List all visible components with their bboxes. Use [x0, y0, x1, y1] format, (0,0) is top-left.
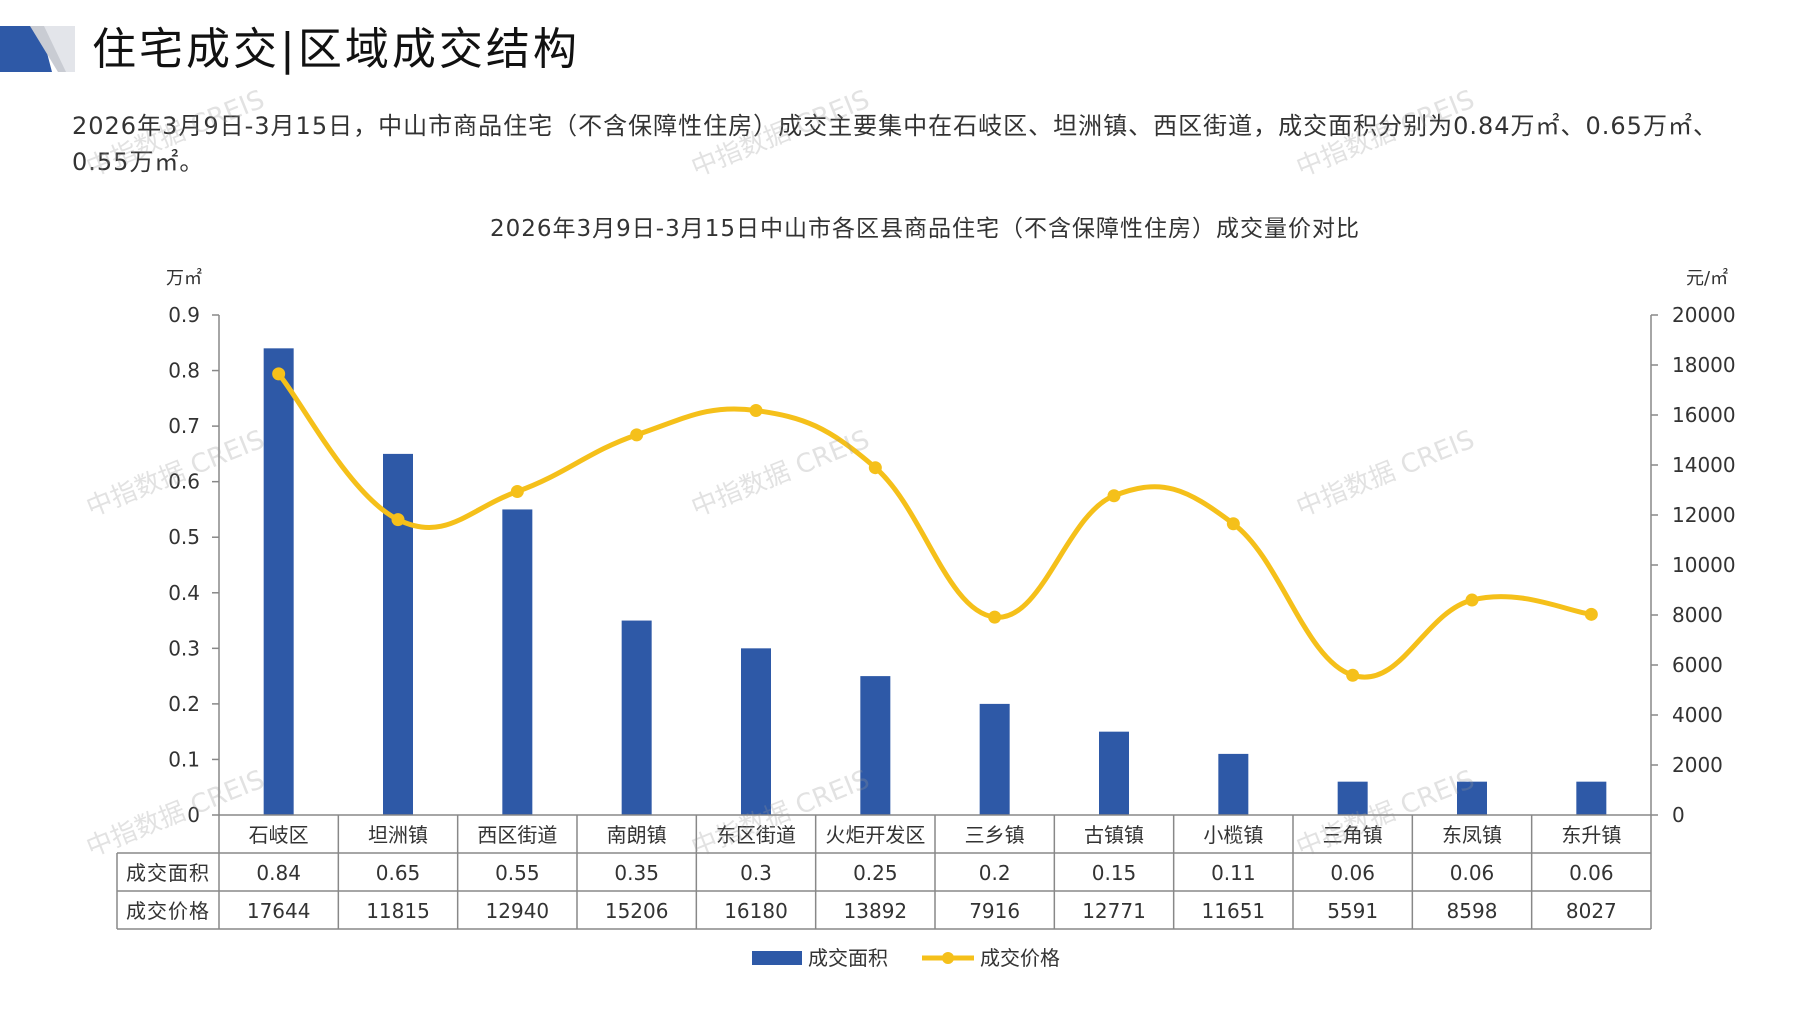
price-point-5: [749, 404, 763, 417]
x-tick-label: 三乡镇: [965, 823, 1025, 847]
bar-data-label: 0.06: [1569, 861, 1614, 885]
price-point-11: [1465, 593, 1479, 607]
bar-10: [1337, 781, 1368, 815]
price-data-label: 5591: [1327, 899, 1378, 923]
y-right-tick-label: 2000: [1672, 753, 1723, 777]
x-tick-label: 西区街道: [477, 823, 557, 847]
bar-data-label: 0.65: [376, 861, 421, 885]
brand-logo-icon: [0, 26, 75, 72]
price-point-12: [1584, 607, 1598, 621]
y-left-tick-label: 0.6: [168, 470, 200, 494]
x-tick-label: 东升镇: [1561, 823, 1621, 847]
bar-data-label: 0.15: [1092, 861, 1137, 885]
y-right-tick-label: 14000: [1672, 453, 1736, 477]
price-data-label: 7916: [969, 899, 1020, 923]
price-data-label: 13892: [844, 899, 908, 923]
y-right-tick-label: 8000: [1672, 603, 1723, 627]
price-data-label: 12771: [1082, 899, 1146, 923]
y-left-tick-label: 0.9: [168, 303, 200, 327]
price-data-label: 8027: [1566, 899, 1617, 923]
bar-data-label: 0.06: [1450, 861, 1495, 885]
bar-7: [979, 703, 1010, 815]
price-line: [276, 371, 1594, 680]
bar-data-label: 0.3: [740, 861, 772, 885]
bar-4: [621, 620, 652, 815]
y-left-tick-label: 0: [187, 803, 200, 827]
price-data-label: 15206: [605, 899, 669, 923]
page-title: 住宅成交|区域成交结构: [92, 24, 580, 75]
legend-line-marker: [942, 952, 954, 964]
bar-9: [1218, 753, 1249, 815]
y-left-tick-label: 0.7: [168, 414, 200, 438]
y-left-tick-label: 0.3: [168, 636, 200, 660]
price-point-4: [630, 428, 644, 442]
bar-data-label: 0.06: [1330, 861, 1375, 885]
x-tick-label: 古镇镇: [1084, 823, 1144, 847]
price-point-6: [868, 461, 882, 475]
bar-data-label: 0.2: [979, 861, 1011, 885]
price-data-label: 17644: [247, 899, 311, 923]
y-right-tick-label: 4000: [1672, 703, 1723, 727]
price-point-9: [1226, 517, 1240, 531]
x-tick-label: 坦洲镇: [368, 823, 428, 847]
y-left-tick-label: 0.4: [168, 581, 200, 605]
price-point-2: [391, 513, 405, 527]
y-right-tick-label: 20000: [1672, 303, 1736, 327]
table-row-label: 成交面积: [126, 861, 210, 885]
summary-text: 2026年3月9日-3月15日，中山市商品住宅（不含保障性住房）成交主要集中在石…: [72, 112, 1718, 176]
bar-1: [263, 348, 294, 815]
y-right-unit: 元/㎡: [1686, 267, 1728, 289]
y-right-tick-label: 12000: [1672, 503, 1736, 527]
bar-2: [383, 453, 413, 815]
price-point-10: [1346, 668, 1360, 682]
price-data-label: 8598: [1447, 899, 1498, 923]
bar-data-label: 0.25: [853, 861, 898, 885]
bar-3: [502, 509, 533, 815]
chart-title: 2026年3月9日-3月15日中山市各区县商品住宅（不含保障性住房）成交量价对比: [490, 216, 1360, 242]
y-right-tick-label: 16000: [1672, 403, 1736, 427]
bar-data-label: 0.35: [614, 861, 659, 885]
price-point-1: [272, 367, 286, 381]
bar-5: [741, 648, 771, 815]
price-data-label: 11651: [1202, 899, 1266, 923]
price-data-label: 16180: [724, 899, 788, 923]
x-tick-label: 东区街道: [716, 823, 796, 847]
price-point-8: [1107, 489, 1121, 503]
price-data-label: 12940: [486, 899, 550, 923]
price-point-3: [510, 485, 524, 498]
y-right-tick-label: 18000: [1672, 353, 1736, 377]
bar-data-label: 0.11: [1211, 861, 1256, 885]
price-point-7: [988, 610, 1002, 624]
y-left-tick-label: 0.2: [168, 692, 200, 716]
legend-bar-swatch: [752, 951, 802, 965]
price-data-label: 11815: [366, 899, 430, 923]
bar-8: [1099, 731, 1129, 815]
x-tick-label: 东凤镇: [1442, 823, 1502, 847]
x-tick-label: 火炬开发区: [825, 823, 925, 847]
bar-12: [1576, 781, 1607, 815]
bar-11: [1457, 781, 1487, 815]
bar-data-label: 0.84: [256, 861, 301, 885]
x-tick-label: 小榄镇: [1203, 823, 1263, 847]
table-row-label: 成交价格: [126, 899, 210, 923]
y-right-tick-label: 10000: [1672, 553, 1736, 577]
y-right-tick-label: 0: [1672, 803, 1685, 827]
x-tick-label: 三角镇: [1323, 823, 1383, 847]
legend-bar-label: 成交面积: [808, 946, 888, 970]
y-left-tick-label: 0.1: [168, 747, 200, 771]
y-left-tick-label: 0.8: [168, 359, 200, 383]
y-left-tick-label: 0.5: [168, 525, 200, 549]
y-right-tick-label: 6000: [1672, 653, 1723, 677]
legend-line-label: 成交价格: [980, 946, 1060, 970]
bar-6: [860, 676, 891, 815]
x-tick-label: 石岐区: [249, 823, 309, 847]
bar-data-label: 0.55: [495, 861, 540, 885]
x-tick-label: 南朗镇: [607, 823, 667, 847]
y-left-unit: 万㎡: [166, 267, 202, 289]
